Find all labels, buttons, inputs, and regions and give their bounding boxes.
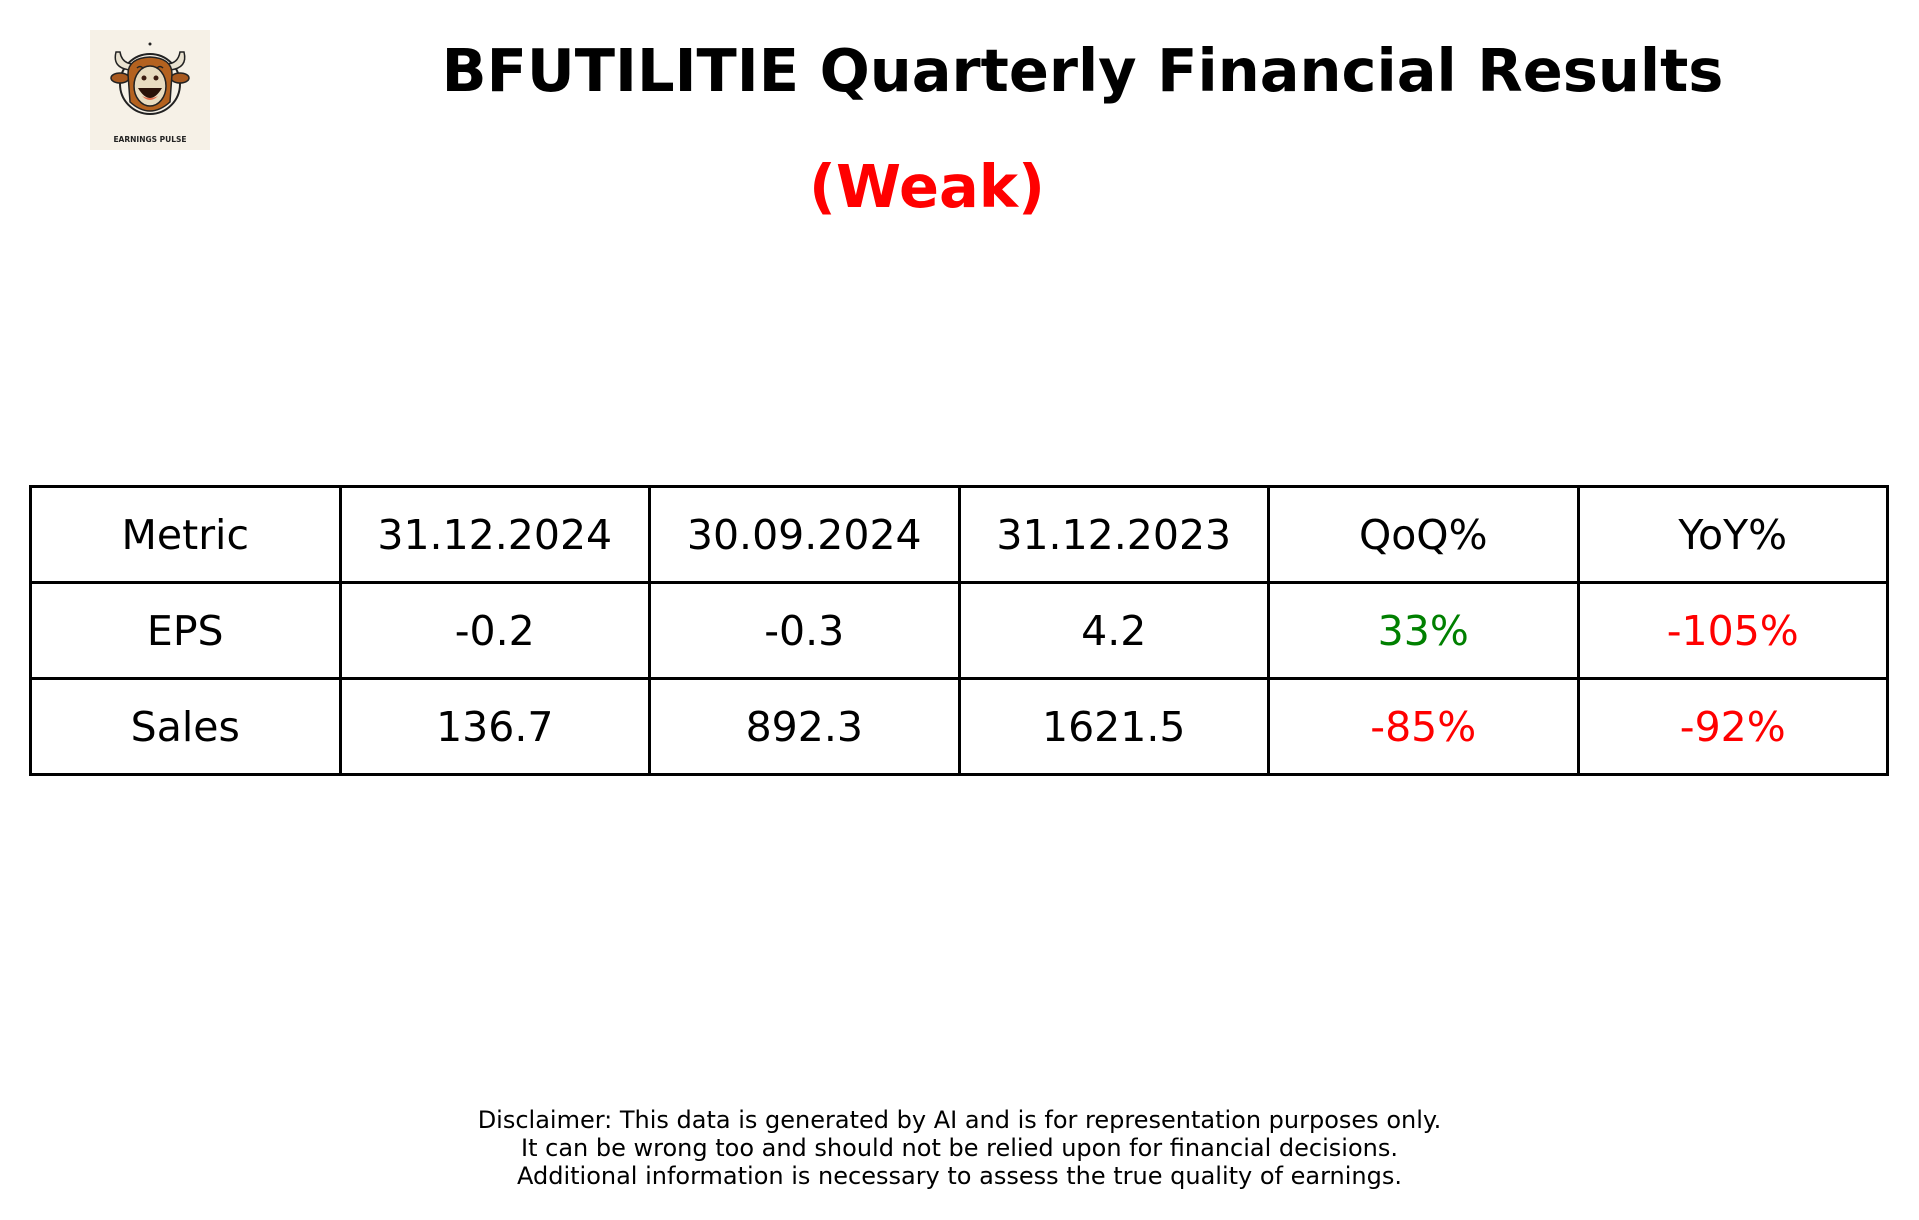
metric-name-cell: Sales (29, 677, 342, 776)
metric-name-cell: EPS (29, 581, 342, 680)
bull-mascot-icon: EARNINGS PULSE (110, 42, 190, 144)
results-table: Metric 31.12.2024 30.09.2024 31.12.2023 … (29, 485, 1889, 776)
table-header-row: Metric 31.12.2024 30.09.2024 31.12.2023 … (29, 485, 1889, 584)
disclaimer-line: Disclaimer: This data is generated by AI… (477, 1106, 1442, 1134)
disclaimer: Disclaimer: This data is generated by AI… (0, 1106, 1919, 1190)
yoy-change-cell: -105% (1576, 581, 1889, 680)
value-cell: 136.7 (338, 677, 651, 776)
header-cell-year-ago-quarter: 31.12.2023 (957, 485, 1270, 584)
header-cell-previous-quarter: 30.09.2024 (648, 485, 961, 584)
header-cell-qoq: QoQ% (1267, 485, 1580, 584)
header-cell-current-quarter: 31.12.2024 (338, 485, 651, 584)
disclaimer-line: It can be wrong too and should not be re… (521, 1134, 1398, 1162)
qoq-change-cell: -85% (1267, 677, 1580, 776)
value-cell: 892.3 (648, 677, 961, 776)
header-cell-yoy: YoY% (1576, 485, 1889, 584)
table-row: Sales 136.7 892.3 1621.5 -85% -92% (29, 677, 1889, 776)
page-title: BFUTILITIE Quarterly Financial Results (441, 36, 1724, 105)
value-cell: 1621.5 (957, 677, 1270, 776)
value-cell: 4.2 (957, 581, 1270, 680)
value-cell: -0.2 (338, 581, 651, 680)
logo-text: EARNINGS PULSE (113, 135, 186, 144)
table-row: EPS -0.2 -0.3 4.2 33% -105% (29, 581, 1889, 680)
qoq-change-cell: 33% (1267, 581, 1580, 680)
value-cell: -0.3 (648, 581, 961, 680)
header-cell-metric: Metric (29, 485, 342, 584)
yoy-change-cell: -92% (1576, 677, 1889, 776)
disclaimer-line: Additional information is necessary to a… (516, 1162, 1402, 1190)
earnings-pulse-logo: EARNINGS PULSE (90, 30, 210, 150)
rating-label: (Weak) (809, 152, 1045, 221)
